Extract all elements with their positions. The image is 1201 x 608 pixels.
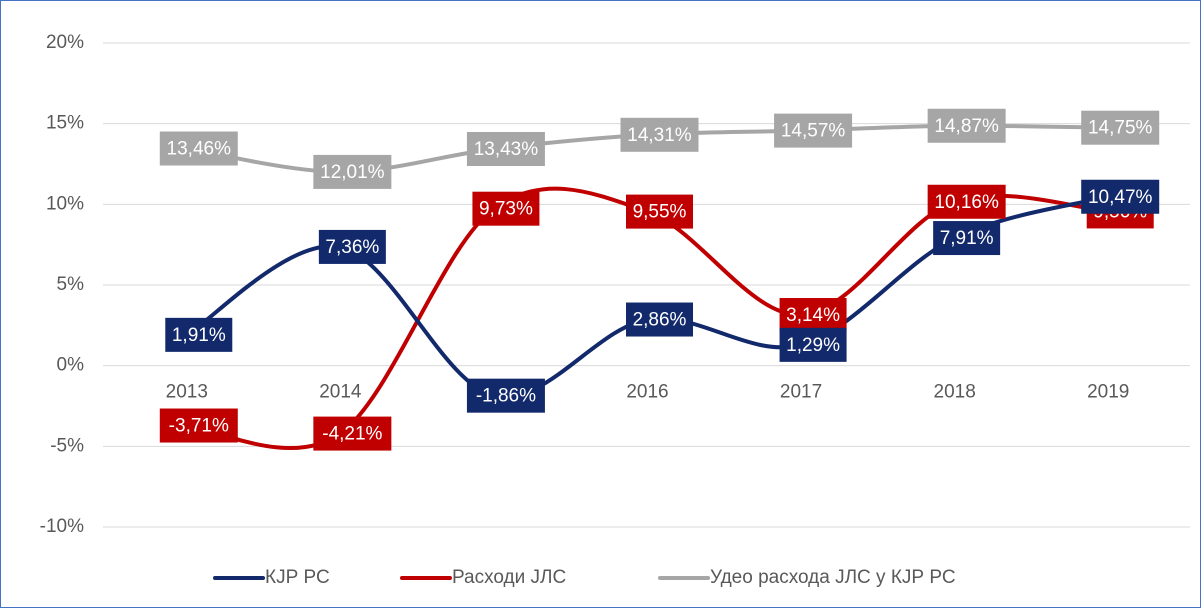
data-label: 9,55% <box>626 194 693 229</box>
data-label: 7,91% <box>933 221 1001 256</box>
data-label: 10,16% <box>927 184 1006 219</box>
data-label-box <box>466 131 545 166</box>
data-label: 13,43% <box>466 131 545 166</box>
data-label-text: 14,75% <box>1088 118 1153 139</box>
data-label-text: 2,86% <box>633 310 687 331</box>
data-label-text: 14,87% <box>934 116 999 137</box>
data-label-box <box>626 194 693 229</box>
data-label-text: -1,86% <box>476 386 536 407</box>
data-label: 10,47% <box>1081 179 1160 214</box>
data-label-text: 1,29% <box>786 335 840 356</box>
data-label-text: 9,55% <box>633 202 687 223</box>
data-label-box <box>626 302 693 337</box>
x-tick-label: 2017 <box>780 382 822 403</box>
data-label: 12,01% <box>313 154 392 189</box>
y-tick-label: 10% <box>46 193 84 214</box>
data-label-text: -4,21% <box>322 424 382 445</box>
data-label: -3,71% <box>159 408 238 443</box>
data-label-box <box>1081 110 1160 145</box>
data-label-box <box>779 327 847 362</box>
data-label: 14,57% <box>774 113 853 148</box>
data-label-text: 3,14% <box>786 305 840 326</box>
data-label-box <box>927 108 1006 143</box>
data-label-box <box>466 378 545 413</box>
data-label-box <box>774 113 853 148</box>
data-label-box <box>1081 179 1160 214</box>
y-tick-label: -5% <box>50 435 84 456</box>
data-label-text: 10,47% <box>1088 187 1153 208</box>
x-tick-label: 2014 <box>319 382 362 403</box>
data-label-text: 7,36% <box>325 237 379 258</box>
data-label: -4,21% <box>313 416 392 451</box>
data-label-box <box>927 184 1006 219</box>
data-label-box <box>165 317 233 352</box>
data-label: 14,75% <box>1081 110 1160 145</box>
data-label-box <box>933 221 1001 256</box>
legend-label: Расходи ЈЛС <box>452 567 566 588</box>
data-label: 2,86% <box>626 302 693 337</box>
data-label: 13,46% <box>159 131 238 166</box>
data-label: 9,73% <box>472 191 540 226</box>
data-label: 7,36% <box>318 229 386 264</box>
x-tick-label: 2016 <box>626 382 668 403</box>
data-label-text: 13,43% <box>474 139 539 160</box>
data-label-box <box>313 154 392 189</box>
y-tick-label: 20% <box>46 32 84 53</box>
data-label-text: 10,16% <box>934 192 999 213</box>
data-label-box <box>159 408 238 443</box>
data-label: 14,31% <box>620 117 699 152</box>
legend-label: Удео расхода ЈЛС у КЈР РС <box>710 567 956 588</box>
legend-label: КЈР РС <box>265 567 330 588</box>
data-label-text: -3,71% <box>169 416 229 437</box>
x-tick-label: 2018 <box>934 382 976 403</box>
data-label-text: 12,01% <box>320 162 385 183</box>
x-tick-label: 2013 <box>166 382 208 403</box>
y-tick-label: 5% <box>57 274 85 295</box>
data-label-box <box>779 298 847 333</box>
data-label-text: 7,91% <box>940 228 994 249</box>
data-label-box <box>313 416 392 451</box>
data-label-box <box>620 117 699 152</box>
data-label-box <box>472 191 540 226</box>
data-label: 3,14% <box>779 298 847 333</box>
data-label: 1,91% <box>165 317 233 352</box>
data-label-text: 14,31% <box>627 125 692 146</box>
data-label-text: 14,57% <box>781 121 846 142</box>
x-tick-label: 2019 <box>1087 382 1129 403</box>
y-tick-label: 15% <box>46 113 84 134</box>
data-label-box <box>318 229 386 264</box>
data-label-text: 13,46% <box>167 139 232 160</box>
data-label: -1,86% <box>466 378 545 413</box>
data-label-text: 1,91% <box>172 325 226 346</box>
data-label: 1,29% <box>779 327 847 362</box>
data-label: 14,87% <box>927 108 1006 143</box>
y-tick-label: -10% <box>40 516 84 537</box>
data-label-text: 9,73% <box>479 199 533 220</box>
data-label-box <box>159 131 238 166</box>
y-tick-label: 0% <box>57 355 85 376</box>
